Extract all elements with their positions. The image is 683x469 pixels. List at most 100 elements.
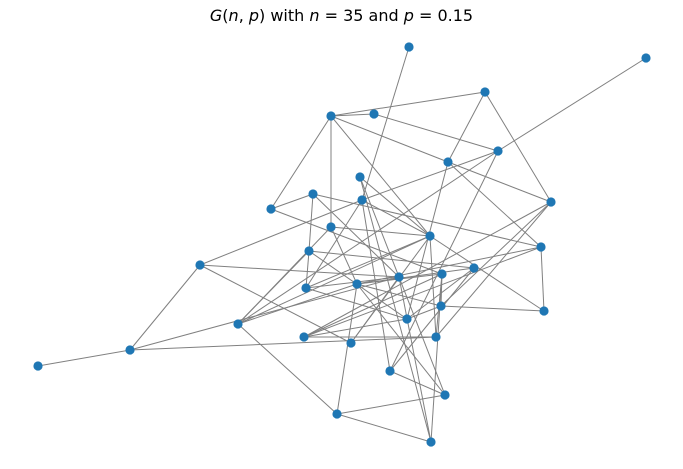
graph-edge xyxy=(540,246,545,312)
graph-edge xyxy=(429,235,545,312)
graph-node xyxy=(436,301,446,311)
graph-node xyxy=(233,319,243,329)
graph-node xyxy=(539,306,549,316)
title-part: = 0.15 xyxy=(414,6,473,25)
graph-edge xyxy=(308,250,475,269)
graph-node xyxy=(402,314,412,324)
graph-edge xyxy=(330,91,486,117)
graph-node xyxy=(493,146,503,156)
graph-edge xyxy=(361,199,431,237)
graph-edge xyxy=(237,250,310,325)
graph-edge xyxy=(199,199,363,266)
graph-edge xyxy=(361,199,391,372)
title-part: ( xyxy=(222,6,228,25)
graph-edge xyxy=(429,235,437,338)
graph-node xyxy=(352,279,362,289)
graph-edge xyxy=(199,264,352,344)
graph-edge xyxy=(447,161,542,248)
graph-node xyxy=(437,269,447,279)
graph-edge xyxy=(237,323,338,415)
graph-node xyxy=(546,197,556,207)
graph-edge xyxy=(270,208,443,275)
graph-edge xyxy=(129,336,437,351)
graph-edge xyxy=(336,283,358,415)
graph-edge xyxy=(270,193,314,210)
graph-edge xyxy=(129,264,201,351)
graph-node xyxy=(301,283,311,293)
graph-edge xyxy=(330,113,375,117)
graph-node xyxy=(304,246,314,256)
graph-edge xyxy=(37,349,131,367)
graph-node xyxy=(425,231,435,241)
graph-edge xyxy=(303,318,408,338)
graph-edge xyxy=(447,91,486,163)
graph-edge xyxy=(336,413,432,443)
title-part: p xyxy=(248,6,259,25)
graph-edge xyxy=(350,235,431,344)
graph-edge xyxy=(447,161,552,203)
graph-edge xyxy=(129,276,400,351)
graph-edge xyxy=(312,193,542,248)
graph-edge xyxy=(389,267,475,372)
graph-edge xyxy=(359,176,431,237)
title-part: n xyxy=(229,6,239,25)
graph-edge xyxy=(373,113,499,152)
title-part: G xyxy=(210,6,222,25)
graph-edge xyxy=(330,115,449,163)
graph-edge xyxy=(361,46,410,201)
graph-edge xyxy=(303,273,443,338)
graph-edge xyxy=(484,91,552,203)
graph-node xyxy=(266,204,276,214)
graph-edge xyxy=(305,287,408,320)
graph-node xyxy=(480,87,490,97)
graph-edge xyxy=(497,57,647,152)
graph-node xyxy=(385,366,395,376)
graph-node xyxy=(394,272,404,282)
graph-edge xyxy=(336,394,446,415)
graph-edge xyxy=(303,246,542,338)
title-part: n xyxy=(309,6,319,25)
graph-edge xyxy=(330,226,431,237)
nodes-layer xyxy=(33,42,651,447)
graph-node xyxy=(125,345,135,355)
graph-node xyxy=(426,437,436,447)
graph-edge xyxy=(398,276,432,443)
graph-edge xyxy=(356,283,446,396)
graph-edge xyxy=(305,235,431,289)
graph-node xyxy=(440,390,450,400)
graph-node xyxy=(431,332,441,342)
graph-edge xyxy=(406,161,449,320)
graph-edge xyxy=(237,283,358,325)
graph-edge xyxy=(359,176,446,396)
graph-edge xyxy=(270,115,332,210)
graph-edge xyxy=(312,193,400,278)
graph-edge xyxy=(305,276,400,289)
graph-node xyxy=(195,260,205,270)
graph-edge xyxy=(237,235,431,325)
graph-edge xyxy=(406,305,442,320)
edges-layer xyxy=(37,46,647,443)
graph-edge xyxy=(356,283,442,307)
graph-node xyxy=(357,195,367,205)
graph-edge xyxy=(359,176,432,443)
graph-edge xyxy=(308,193,314,252)
graph-node xyxy=(404,42,414,52)
graph-node xyxy=(326,222,336,232)
title-part: = 35 and xyxy=(320,6,404,25)
graph-edge xyxy=(435,201,552,338)
graph-edge xyxy=(330,115,431,237)
graph-edge xyxy=(361,150,499,201)
graph-node xyxy=(641,53,651,63)
graph-node xyxy=(443,157,453,167)
graph-node xyxy=(536,242,546,252)
graph-node xyxy=(299,332,309,342)
graph-node xyxy=(332,409,342,419)
graph-edge xyxy=(305,199,363,289)
graph-edge xyxy=(440,305,545,312)
title-part: p xyxy=(403,6,414,25)
graph-edge xyxy=(305,250,310,289)
graph-node xyxy=(33,361,43,371)
title-part: , xyxy=(239,6,249,25)
graph-node xyxy=(326,111,336,121)
